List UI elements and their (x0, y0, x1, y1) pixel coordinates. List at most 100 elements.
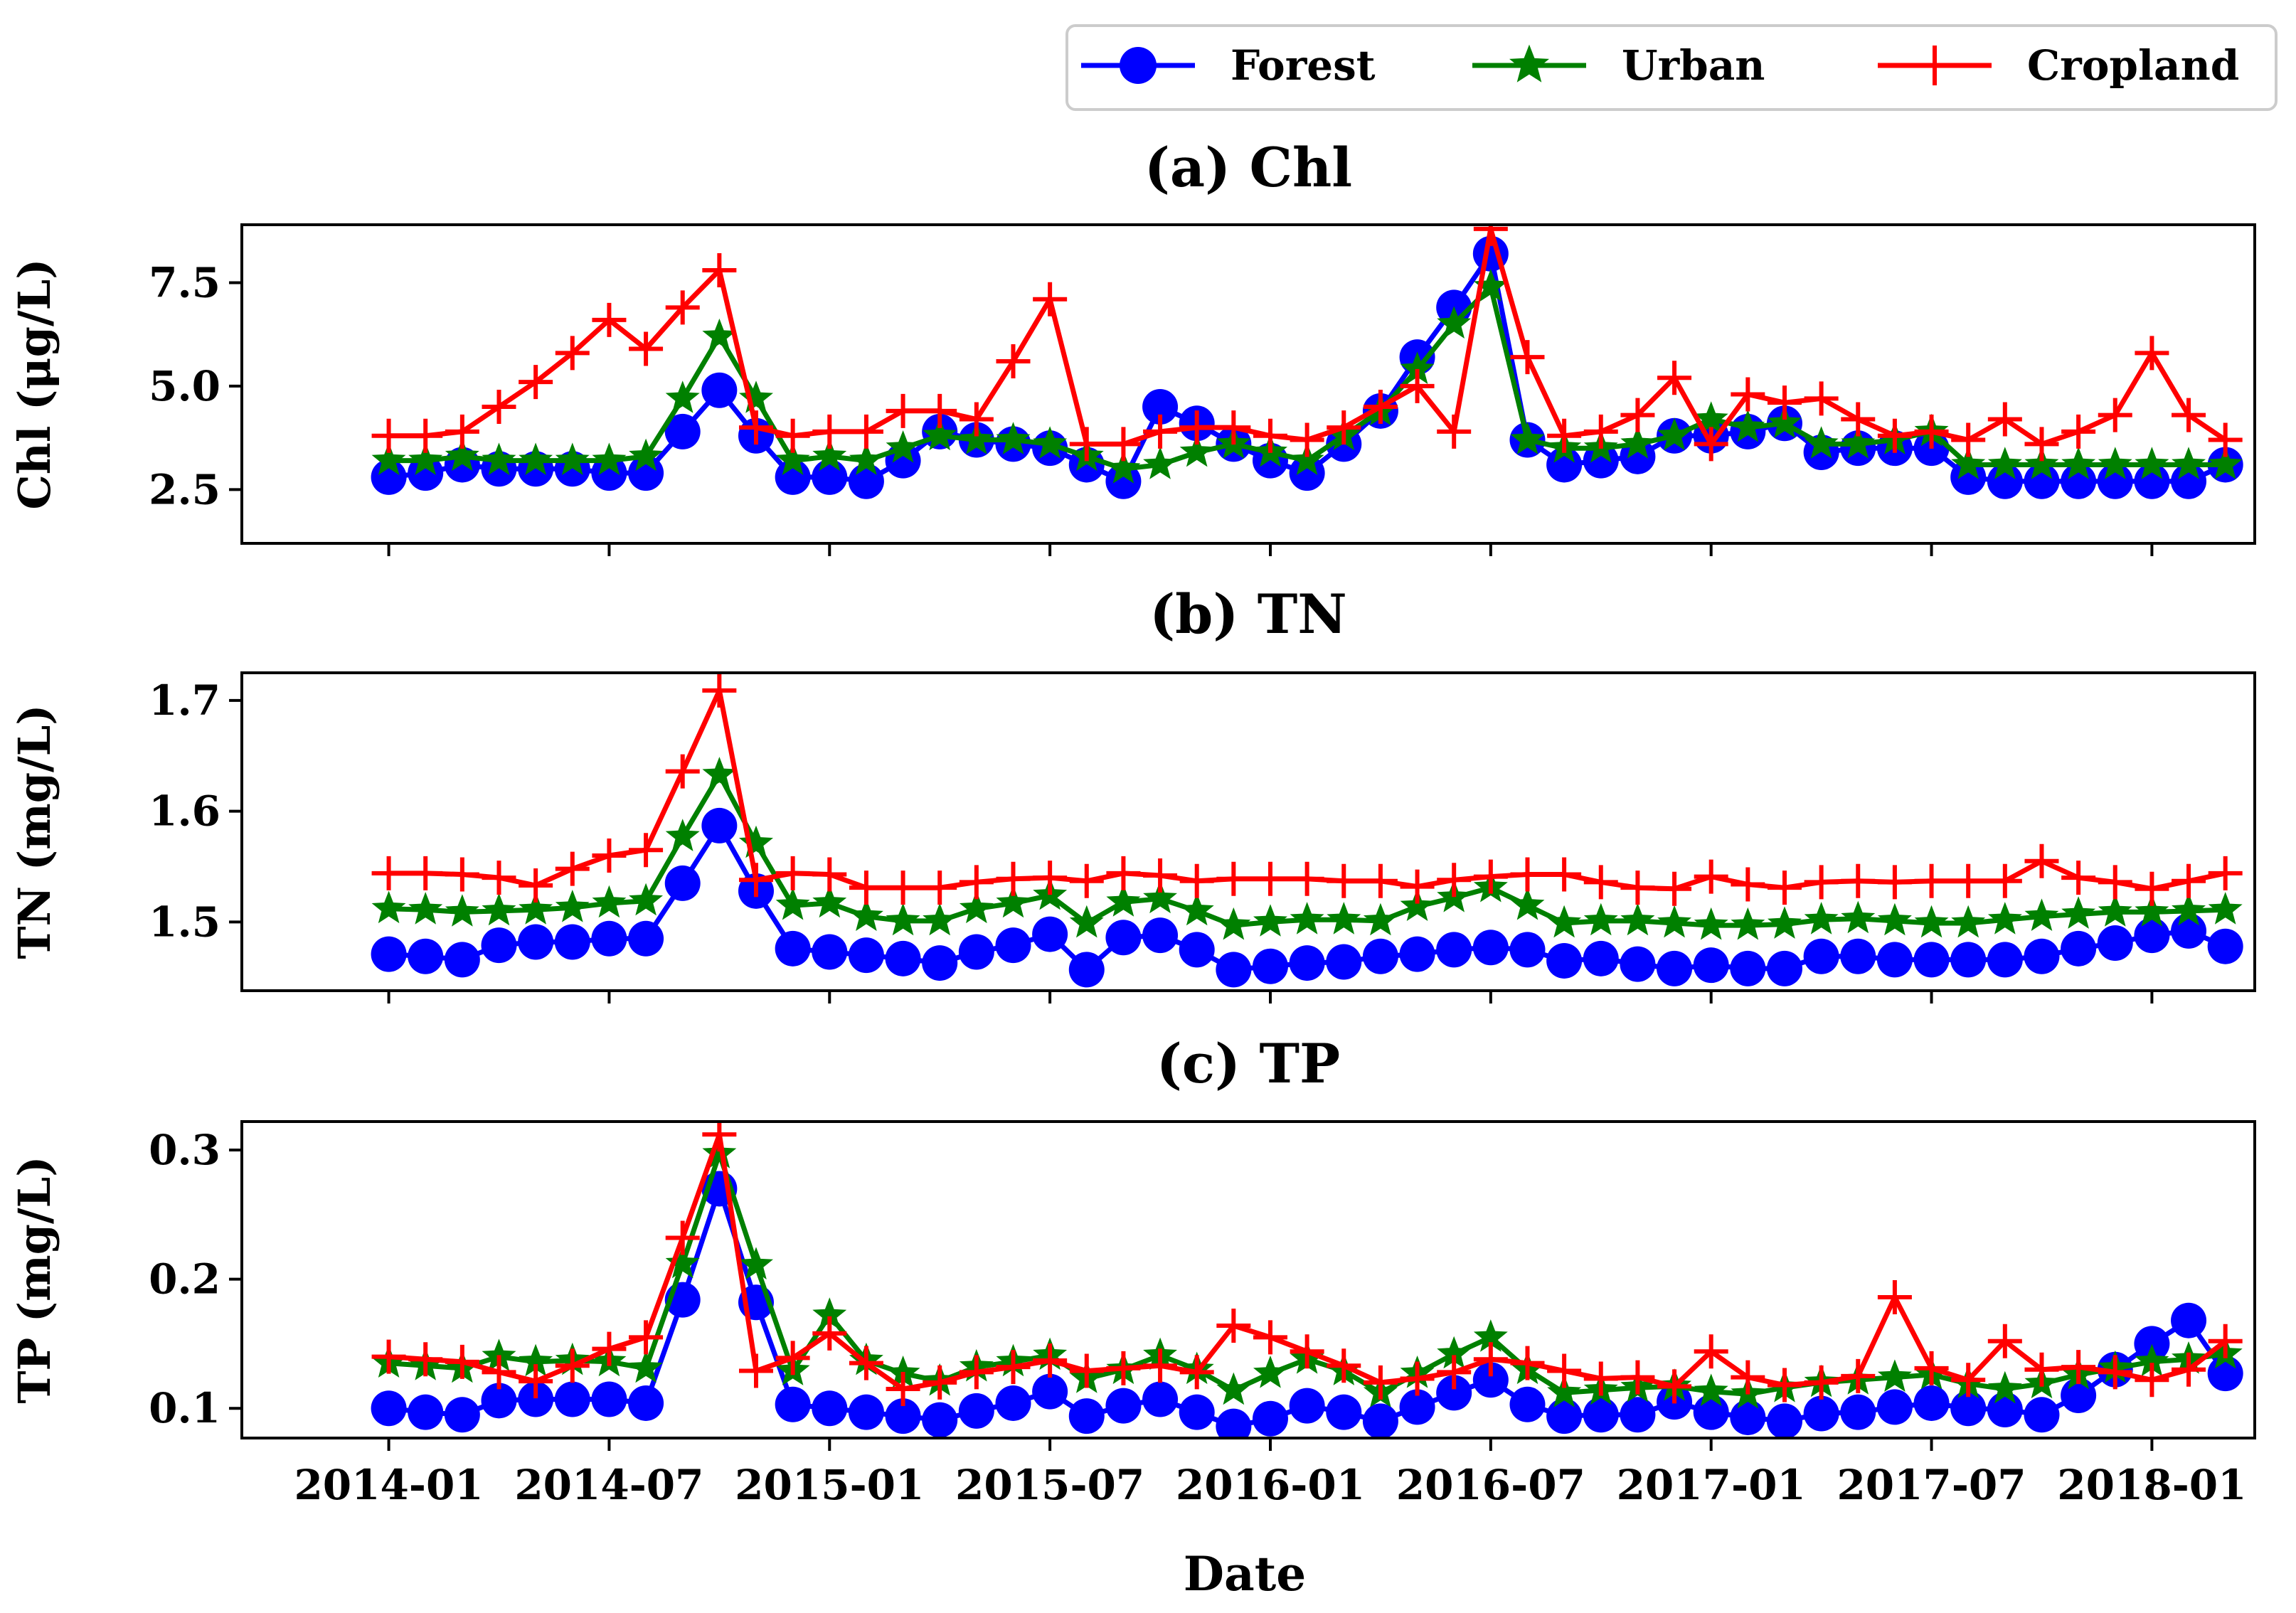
data-point (1400, 351, 1435, 384)
data-point (958, 934, 994, 970)
data-point (2061, 896, 2096, 929)
data-point (886, 871, 920, 905)
data-point (1327, 410, 1361, 445)
data-point (1510, 422, 1545, 454)
data-point (408, 418, 443, 453)
series-cropland (371, 673, 2243, 906)
data-point (2024, 938, 2060, 974)
data-point (1363, 903, 1398, 936)
data-point (2061, 1350, 2096, 1385)
data-point (1547, 1353, 1582, 1388)
data-point (1657, 905, 1691, 938)
data-point (1472, 930, 1509, 966)
axes-frame (240, 671, 2256, 992)
data-point (1327, 902, 1361, 935)
data-point (1326, 944, 1362, 980)
data-point (996, 861, 1031, 896)
data-point (1583, 442, 1619, 479)
data-point (959, 422, 994, 454)
data-point (739, 1247, 773, 1279)
data-point (886, 903, 920, 936)
data-point (1289, 455, 1325, 491)
data-point (1473, 1342, 1508, 1377)
data-point (1252, 948, 1288, 984)
data-point (408, 938, 444, 974)
data-point (2134, 1326, 2170, 1362)
data-point (1290, 861, 1324, 896)
data-point (738, 1353, 773, 1388)
axes-frame (240, 223, 2256, 545)
data-point (1143, 414, 1178, 449)
x-tick-label: 2017-07 (1837, 1461, 2026, 1509)
data-point (1216, 410, 1251, 445)
data-point (555, 336, 590, 371)
data-point (1840, 1394, 1876, 1430)
data-point (1987, 1370, 2022, 1404)
data-point (665, 1245, 700, 1279)
data-point (408, 856, 443, 890)
legend-box (1065, 24, 2278, 111)
y-axis-label: TN (mg/L) (9, 704, 60, 959)
data-point (1987, 402, 2022, 437)
data-point (1105, 920, 1142, 956)
data-point (959, 402, 994, 437)
data-point (775, 418, 810, 453)
data-point (592, 302, 627, 337)
series-line-cropland (388, 226, 2227, 447)
data-point (1877, 1359, 1912, 1392)
data-point (1253, 904, 1287, 937)
data-point (1914, 1351, 1949, 1385)
data-point (2172, 398, 2206, 432)
data-point (2097, 463, 2133, 499)
data-point (371, 856, 406, 890)
data-point (1436, 932, 1472, 968)
data-point (1657, 417, 1691, 451)
data-point (1987, 863, 2022, 898)
data-point (1142, 1381, 1179, 1417)
data-point (1509, 932, 1546, 968)
y-tick-label: 7.5 (149, 258, 220, 307)
data-point (1877, 418, 1912, 453)
data-point (1583, 1361, 1618, 1396)
data-point (1399, 1389, 1435, 1425)
data-point (1731, 867, 1765, 902)
data-point (812, 438, 847, 472)
data-point (1840, 938, 1876, 974)
data-point (1437, 306, 1472, 339)
data-point (444, 942, 480, 978)
data-point (1841, 402, 1876, 437)
data-point (1327, 1348, 1361, 1383)
data-point (2061, 447, 2096, 479)
data-point (2097, 925, 2133, 962)
data-point (2135, 1343, 2169, 1377)
data-point (518, 1381, 554, 1417)
data-point (1400, 888, 1435, 921)
x-tick-label: 2016-01 (1176, 1461, 1365, 1509)
data-point (995, 1385, 1031, 1421)
data-point (1951, 1363, 1986, 1398)
data-point (2135, 871, 2169, 906)
data-point (923, 1365, 957, 1400)
data-point (2024, 1352, 2059, 1387)
data-point (1289, 945, 1325, 981)
data-point (1731, 1360, 1765, 1395)
data-point (445, 414, 479, 449)
data-point (1179, 410, 1214, 445)
data-point (1620, 398, 1655, 432)
data-point (1252, 1400, 1288, 1437)
data-point (738, 863, 773, 898)
data-point (1290, 422, 1324, 457)
data-point (1472, 1362, 1509, 1398)
legend-marker-circle (1120, 47, 1157, 84)
data-point (554, 924, 590, 960)
data-point (701, 372, 738, 408)
data-point (2135, 894, 2169, 927)
data-point (1327, 863, 1361, 898)
data-point (775, 887, 810, 920)
data-point (1950, 942, 1987, 978)
x-tick-label: 2017-01 (1617, 1461, 1806, 1509)
data-point (664, 413, 701, 449)
data-point (922, 945, 958, 981)
data-point (591, 455, 627, 491)
